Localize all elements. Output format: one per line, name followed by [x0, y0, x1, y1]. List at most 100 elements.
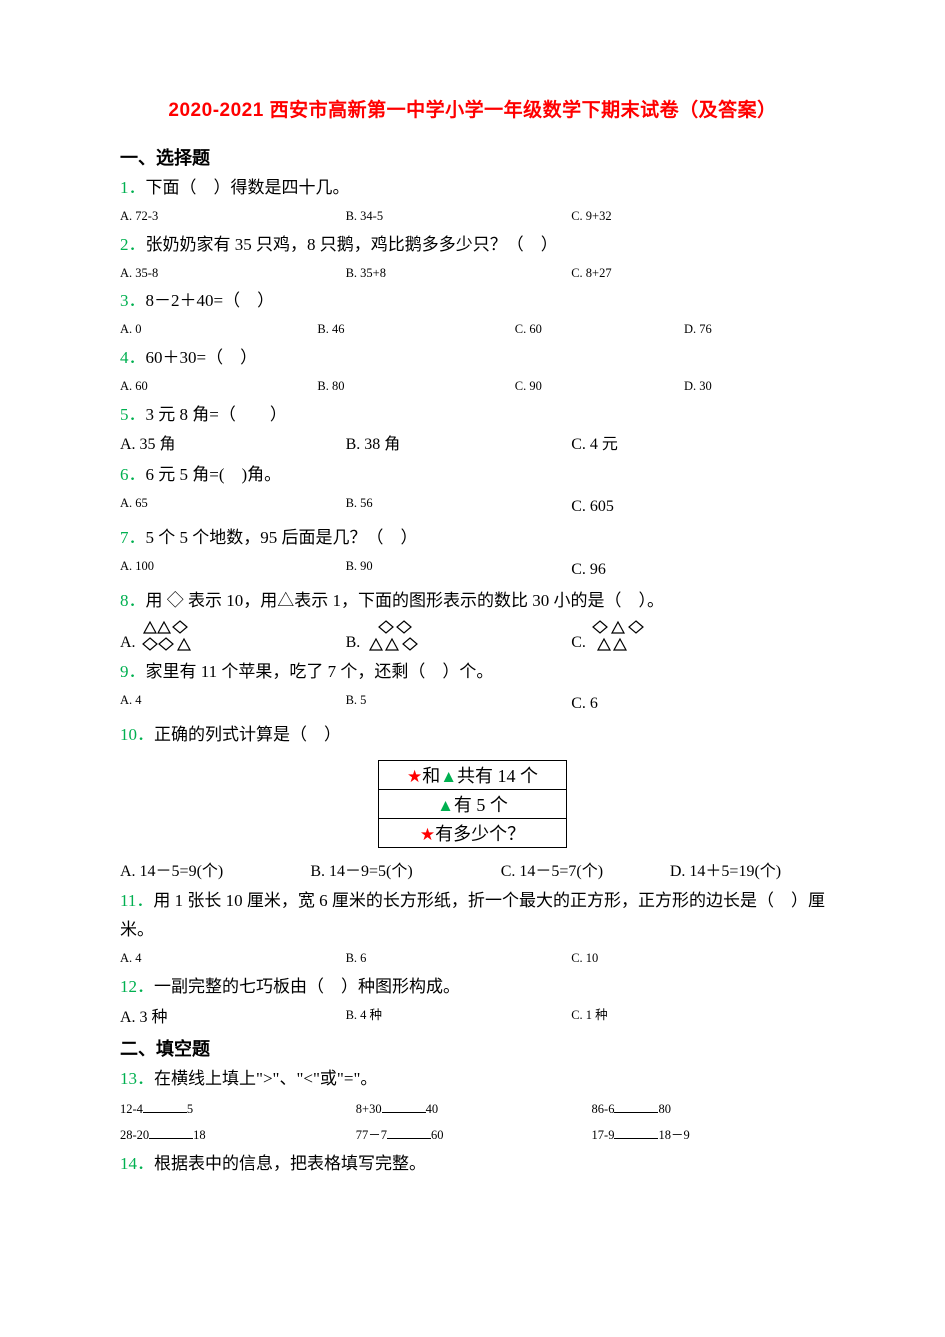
q3-opt-a: A. 0 — [120, 318, 317, 342]
q13-row2: 28-2018 77－7 60 17-918－9 — [120, 1122, 825, 1148]
q11-opt-b: B. 6 — [346, 947, 572, 971]
q9-num: 9． — [120, 662, 146, 681]
q4-num: 4． — [120, 348, 146, 367]
q2-opt-c: C. 8+27 — [571, 262, 825, 286]
q5-opt-b: B. 38 角 — [346, 431, 572, 458]
q10-box-row1: ★和▲共有 14 个 — [378, 761, 566, 790]
q7-options: A. 100 B. 90 C. 96 — [120, 555, 825, 585]
q6-opt-a: A. 65 — [120, 492, 346, 522]
q10-num: 10． — [120, 725, 154, 744]
q13-r1b2: 40 — [426, 1102, 439, 1116]
q8-opt-b: B. — [346, 618, 572, 656]
question-3: 3．8－2＋40=（ ） — [120, 287, 825, 316]
q6-text: 6 元 5 角=( )角。 — [146, 465, 282, 484]
q13-r1c: 86-6 — [592, 1102, 615, 1116]
q13-r1-seg1: 12-45 — [120, 1096, 353, 1122]
q13-r2c: 17-9 — [592, 1128, 615, 1142]
question-7: 7．5 个 5 个地数，95 后面是几？（ ） — [120, 524, 825, 553]
q10-r3-right: 有多少个？ — [435, 824, 525, 844]
q11-text: 用 1 张长 10 厘米，宽 6 厘米的长方形纸，折一个最大的正方形，正方形的边… — [120, 891, 825, 939]
q7-opt-a: A. 100 — [120, 555, 346, 585]
q4-opt-b: B. 80 — [317, 375, 514, 399]
question-13: 13．在横线上填上">"、"<"或"="。 — [120, 1065, 825, 1094]
q13-r2b2: 60 — [431, 1128, 444, 1142]
question-4: 4．60＋30=（ ） — [120, 344, 825, 373]
q2-opt-a: A. 35-8 — [120, 262, 346, 286]
q1-text: 下面（ ）得数是四十几。 — [146, 178, 350, 197]
blank — [143, 1100, 187, 1113]
q13-row1: 12-45 8+3040 86-6 80 — [120, 1096, 825, 1122]
q7-opt-b: B. 90 — [346, 555, 572, 585]
q12-opt-c: C. 1 种 — [571, 1004, 825, 1031]
q13-r2b: 77－7 — [356, 1128, 387, 1142]
q13-r2-seg1: 28-2018 — [120, 1122, 353, 1148]
q9-opt-b: B. 5 — [346, 689, 572, 719]
q4-opt-a: A. 60 — [120, 375, 317, 399]
triangle-icon: ▲ — [437, 796, 454, 815]
q7-opt-c: C. 96 — [571, 555, 825, 585]
q8-opt-b-shapes-icon — [364, 618, 432, 656]
question-14: 14．根据表中的信息，把表格填写完整。 — [120, 1150, 825, 1179]
q4-options: A. 60 B. 80 C. 90 D. 30 — [120, 375, 825, 399]
q12-opt-a: A. 3 种 — [120, 1004, 346, 1031]
q5-opt-c: C. 4 元 — [571, 431, 825, 458]
q1-opt-b: B. 34-5 — [346, 205, 572, 229]
triangle-icon: ▲ — [440, 767, 457, 786]
q5-options: A. 35 角 B. 38 角 C. 4 元 — [120, 431, 825, 458]
q8-num: 8． — [120, 591, 146, 610]
star-icon: ★ — [420, 825, 435, 844]
question-6: 6．6 元 5 角=( )角。 — [120, 461, 825, 490]
q7-num: 7． — [120, 528, 146, 547]
q8-text: 用 ◇ 表示 10，用△表示 1，下面的图形表示的数比 30 小的是（ ）。 — [146, 591, 665, 610]
q4-opt-c: C. 90 — [515, 375, 684, 399]
q9-text: 家里有 11 个苹果，吃了 7 个，还剩（ ）个。 — [146, 662, 494, 681]
q9-opt-a: A. 4 — [120, 689, 346, 719]
exam-page: 2020-2021 西安市高新第一中学小学一年级数学下期末试卷（及答案） 一、选… — [0, 0, 945, 1337]
q13-r2a: 28-20 — [120, 1128, 149, 1142]
q1-options: A. 72-3 B. 34-5 C. 9+32 — [120, 205, 825, 229]
q5-num: 5． — [120, 405, 146, 424]
q3-text: 8－2＋40=（ ） — [146, 291, 275, 310]
q9-options: A. 4 B. 5 C. 6 — [120, 689, 825, 719]
q8-options: A. B. — [120, 618, 825, 656]
q11-options: A. 4 B. 6 C. 10 — [120, 947, 825, 971]
q3-opt-c: C. 60 — [515, 318, 684, 342]
q2-num: 2． — [120, 235, 146, 254]
section-2-header: 二、填空题 — [120, 1035, 825, 1061]
q11-opt-c: C. 10 — [571, 947, 825, 971]
q6-opt-c: C. 605 — [571, 492, 825, 522]
q8-opt-a-shapes-icon — [140, 618, 208, 656]
q4-opt-d: D. 30 — [684, 375, 825, 399]
q6-options: A. 65 B. 56 C. 605 — [120, 492, 825, 522]
question-8: 8．用 ◇ 表示 10，用△表示 1，下面的图形表示的数比 30 小的是（ ）。 — [120, 587, 825, 616]
q8-opt-a: A. — [120, 618, 346, 656]
q12-opt-b: B. 4 种 — [346, 1004, 572, 1031]
q13-r1a2: 5 — [187, 1102, 193, 1116]
q6-num: 6． — [120, 465, 146, 484]
q4-text: 60＋30=（ ） — [146, 348, 258, 367]
star-icon: ★ — [407, 767, 422, 786]
q1-opt-c: C. 9+32 — [571, 205, 825, 229]
blank — [387, 1126, 431, 1139]
q14-num: 14． — [120, 1154, 154, 1173]
question-11: 11．用 1 张长 10 厘米，宽 6 厘米的长方形纸，折一个最大的正方形，正方… — [120, 887, 825, 945]
q3-num: 3． — [120, 291, 146, 310]
question-12: 12．一副完整的七巧板由（ ）种图形构成。 — [120, 973, 825, 1002]
q14-text: 根据表中的信息，把表格填写完整。 — [154, 1154, 426, 1173]
q10-text: 正确的列式计算是（ ） — [154, 725, 341, 744]
q13-r1-seg3: 86-6 80 — [592, 1096, 825, 1122]
q10-r2-right: 有 5 个 — [454, 795, 508, 815]
question-1: 1．下面（ ）得数是四十几。 — [120, 174, 825, 203]
q8-opt-a-label: A. — [120, 629, 136, 656]
q10-options: A. 14－5=9(个) B. 14－9=5(个) C. 14－5=7(个) D… — [120, 858, 825, 885]
q13-r2-seg3: 17-918－9 — [592, 1122, 825, 1148]
q3-opt-b: B. 46 — [317, 318, 514, 342]
q13-r1c2: 80 — [658, 1102, 671, 1116]
q13-r1-seg2: 8+3040 — [356, 1096, 589, 1122]
q10-opt-a: A. 14－5=9(个) — [120, 858, 310, 885]
q8-opt-c-label: C. — [571, 629, 586, 656]
q3-options: A. 0 B. 46 C. 60 D. 76 — [120, 318, 825, 342]
q2-text: 张奶奶家有 35 只鸡，8 只鹅，鸡比鹅多多少只？（ ） — [146, 235, 558, 254]
q11-opt-a: A. 4 — [120, 947, 346, 971]
q8-opt-c-shapes-icon — [590, 618, 658, 656]
